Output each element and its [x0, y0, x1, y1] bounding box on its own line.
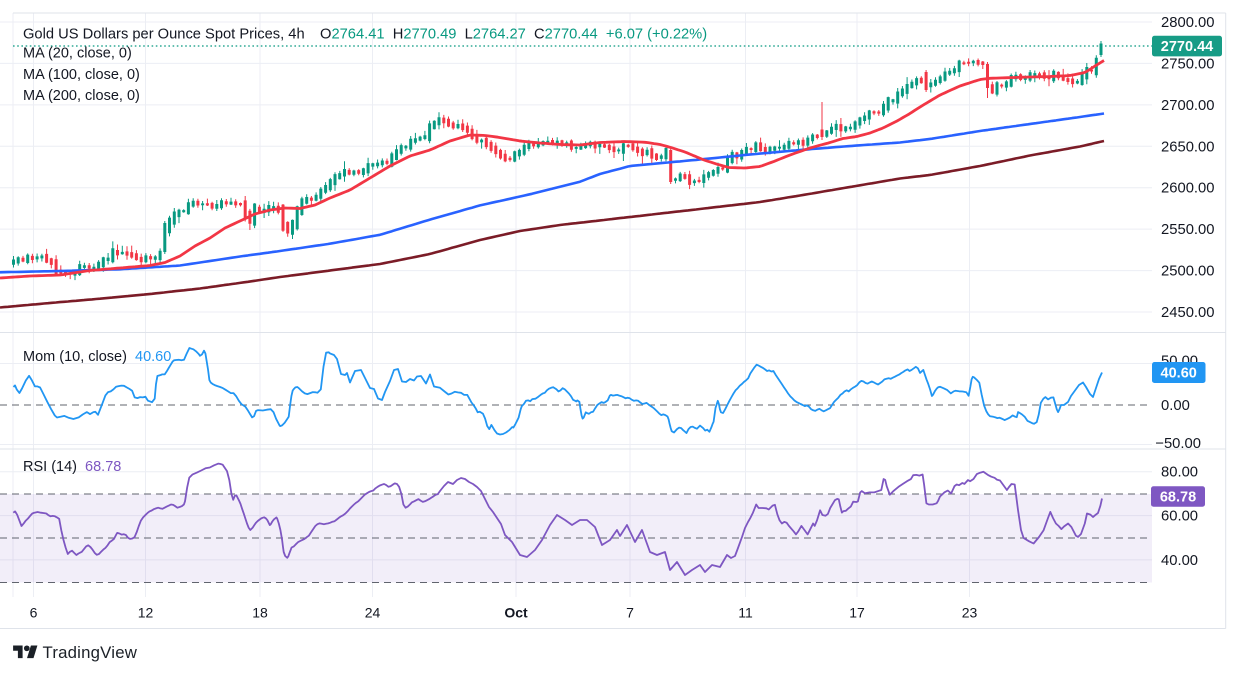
- svg-text:2700.00: 2700.00: [1161, 98, 1215, 114]
- svg-text:TradingView: TradingView: [43, 643, 138, 662]
- svg-text:2450.00: 2450.00: [1161, 305, 1215, 321]
- svg-text:6: 6: [30, 605, 38, 621]
- svg-text:RSI (14) 68.78: RSI (14) 68.78: [23, 459, 121, 475]
- svg-text:MA (100, close, 0): MA (100, close, 0): [23, 67, 140, 83]
- svg-text:MA (200, close, 0): MA (200, close, 0): [23, 88, 140, 104]
- svg-text:2600.00: 2600.00: [1161, 181, 1215, 197]
- svg-text:18: 18: [252, 605, 268, 621]
- svg-text:40.00: 40.00: [1161, 553, 1198, 569]
- svg-text:11: 11: [738, 605, 753, 621]
- svg-text:2550.00: 2550.00: [1161, 222, 1215, 238]
- svg-text:2770.44: 2770.44: [1161, 39, 1213, 55]
- svg-text:2500.00: 2500.00: [1161, 264, 1215, 280]
- svg-text:Mom (10, close) 40.60: Mom (10, close) 40.60: [23, 349, 171, 365]
- svg-text:MA (20, close, 0): MA (20, close, 0): [23, 46, 132, 62]
- svg-text:0.00: 0.00: [1161, 398, 1190, 414]
- svg-text:−50.00: −50.00: [1155, 436, 1201, 452]
- svg-text:24: 24: [365, 605, 381, 621]
- svg-text:2750.00: 2750.00: [1161, 56, 1215, 72]
- svg-text:12: 12: [138, 605, 154, 621]
- svg-text:60.00: 60.00: [1161, 509, 1198, 525]
- svg-text:O2764.41 H2770.49 L2764.27: O2764.41 H2770.49 L2764.27 C2770.44 +6.0…: [320, 27, 707, 43]
- svg-text:40.60: 40.60: [1161, 366, 1197, 382]
- svg-text:Gold US Dollars per Ounce Spot: Gold US Dollars per Ounce Spot Prices, 4…: [23, 27, 305, 43]
- svg-text:23: 23: [962, 605, 978, 621]
- svg-text:80.00: 80.00: [1161, 465, 1198, 481]
- svg-text:2800.00: 2800.00: [1161, 15, 1215, 31]
- svg-text:7: 7: [626, 605, 634, 621]
- svg-text:17: 17: [849, 605, 865, 621]
- svg-text:2650.00: 2650.00: [1161, 139, 1215, 155]
- svg-text:Oct: Oct: [504, 605, 528, 621]
- svg-text:68.78: 68.78: [1160, 490, 1196, 506]
